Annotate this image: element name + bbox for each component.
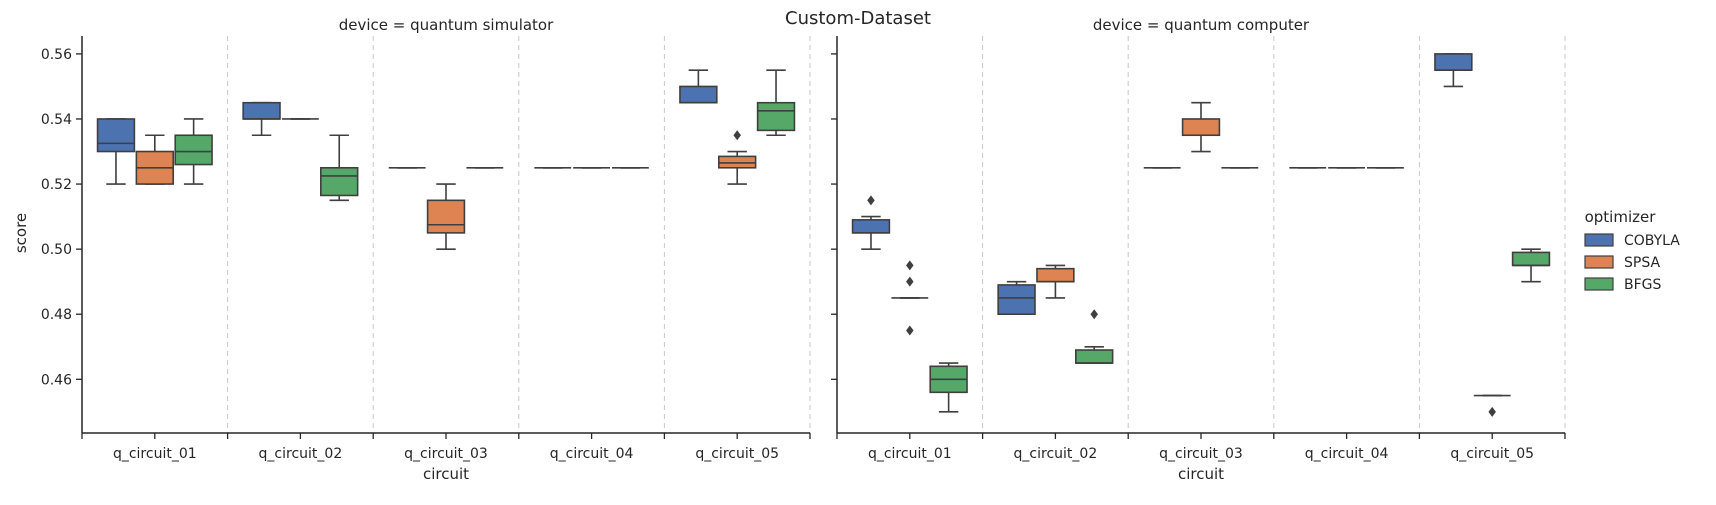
box-plot-bfgs (1511, 248, 1551, 283)
panel-title: device = quantum simulator (339, 16, 554, 34)
x-tick-label: q_circuit_05 (695, 446, 779, 462)
box-plot-bfgs (929, 362, 968, 413)
legend-label: BFGS (1624, 277, 1662, 293)
x-axis-label: circuit (423, 465, 469, 483)
y-axis-label: score (12, 213, 30, 253)
outlier-marker (906, 276, 914, 287)
box-body (242, 101, 281, 120)
legend: optimizer COBYLA SPSA BFGS (1584, 208, 1680, 293)
x-tick-label: q_circuit_04 (1305, 446, 1389, 462)
legend-label: COBYLA (1624, 233, 1680, 249)
x-tick-label: q_circuit_01 (868, 446, 952, 462)
box-plot-spsa (1181, 101, 1221, 153)
box-body (851, 219, 891, 234)
box-body (174, 134, 213, 166)
box-plot-cobyla (997, 280, 1036, 316)
chart-title: Custom-Dataset (785, 8, 931, 29)
box-plot-cobyla (1434, 53, 1473, 88)
x-tick-label: q_circuit_02 (259, 446, 343, 462)
box-plot-bfgs (174, 118, 213, 185)
y-tick-label: 0.48 (41, 307, 72, 323)
box-plot-bfgs (1075, 309, 1114, 364)
outlier-marker (867, 195, 875, 206)
y-tick-label: 0.52 (41, 177, 72, 193)
box-plot-bfgs (320, 134, 359, 202)
y-tick-label: 0.46 (41, 372, 72, 388)
x-tick-label: q_circuit_01 (113, 446, 197, 462)
box-plot-spsa (1036, 264, 1075, 299)
x-axis-label: circuit (1178, 465, 1224, 483)
box-plot-bfgs (756, 69, 796, 137)
box-plot-spsa (1473, 394, 1511, 417)
box-plot-spsa (426, 183, 466, 250)
legend-swatch (1584, 233, 1614, 247)
outlier-marker (1090, 309, 1098, 320)
outlier-marker (906, 325, 914, 336)
facet-panel: device = quantum computer q_circuit_01 q_c… (831, 16, 1566, 483)
box-plot-spsa (717, 130, 757, 185)
box-body (1181, 118, 1221, 137)
box-plot-spsa (135, 134, 175, 185)
box-plot-cobyla (851, 195, 891, 250)
y-tick-label: 0.54 (41, 112, 72, 128)
box-body (1511, 251, 1551, 267)
legend-swatch (1584, 255, 1614, 269)
legend-title: optimizer (1585, 208, 1657, 226)
box-body (1434, 53, 1473, 71)
facet-panel: device = quantum simulator 0.46 0.48 0.50 0.… (41, 16, 811, 483)
x-tick-label: q_circuit_03 (404, 446, 488, 462)
legend-swatch (1584, 277, 1614, 291)
box-body (1075, 349, 1114, 364)
x-tick-label: q_circuit_03 (1159, 446, 1243, 462)
box-plot-cobyla (96, 118, 136, 185)
box-body (96, 118, 136, 153)
y-tick-label: 0.56 (41, 47, 72, 63)
facet-panels: device = quantum simulator 0.46 0.48 0.50 0.… (41, 16, 1566, 483)
x-tick-label: q_circuit_04 (550, 446, 634, 462)
outlier-marker (1488, 406, 1496, 417)
box-body (997, 284, 1036, 316)
box-plot-cobyla (679, 69, 718, 104)
box-body (756, 101, 796, 132)
x-tick-label: q_circuit_05 (1450, 446, 1534, 462)
box-body (1036, 267, 1075, 283)
box-body (426, 199, 466, 234)
panel-title: device = quantum computer (1093, 16, 1310, 34)
outlier-marker (906, 260, 914, 271)
box-plot-spsa (891, 260, 929, 336)
legend-label: SPSA (1624, 255, 1660, 271)
box-body (717, 155, 757, 169)
x-tick-label: q_circuit_02 (1014, 446, 1098, 462)
outlier-marker (733, 130, 741, 141)
box-body (320, 166, 359, 197)
y-tick-label: 0.50 (41, 242, 72, 258)
box-body (679, 85, 718, 104)
box-plot-cobyla (242, 101, 281, 137)
